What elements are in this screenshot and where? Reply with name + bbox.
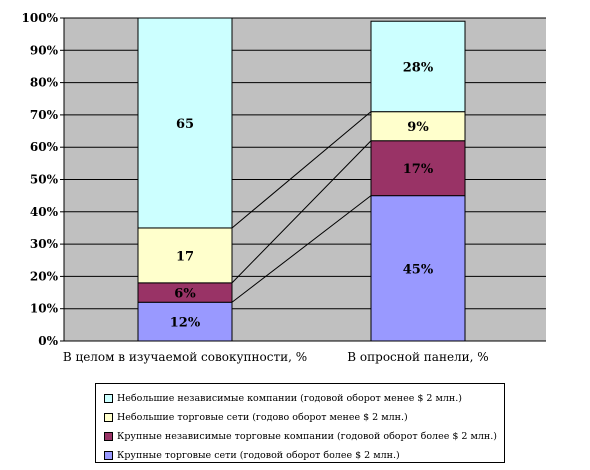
y-tick-label: 40% [30,205,59,219]
bar-segment [137,17,233,229]
x-category-label: В целом в изучаемой совокупности, % [63,350,307,364]
legend-label: Крупные торговые сети (годовой оборот бо… [117,450,400,461]
bar-segment [370,20,466,113]
legend-label: Крупные независимые торговые компании (г… [117,431,497,442]
y-axis-ticks: 0% 10% 20% 30% 40% 50% 60% 70% 80% 90% 100% [22,11,546,348]
series-connectors [231,111,372,303]
legend-swatch [104,413,113,422]
legend-item: Небольшие торговые сети (годово оборот м… [96,408,504,427]
series-connector-line [231,195,372,303]
y-tick-label: 30% [30,237,59,251]
bar-segment [370,195,466,342]
y-tick-label: 10% [30,302,59,316]
y-tick-label: 0% [38,334,58,348]
x-category-label: В опросной панели, % [347,350,488,364]
bars [137,17,466,342]
data-label: 12% [170,316,201,331]
bar-segment [137,227,233,284]
data-label: 65 [176,117,194,132]
data-label: 17 [176,249,194,264]
data-label: 9% [407,120,429,135]
legend-item: Крупные торговые сети (годовой оборот бо… [96,446,504,465]
y-tick-label: 90% [30,43,59,57]
y-tick-label: 50% [30,173,59,187]
data-label: 6% [174,287,196,302]
x-axis-categories: В целом в изучаемой совокупности, % В опр… [63,350,489,364]
data-label: 45% [403,262,434,277]
legend-label: Небольшие независимые компании (годовой … [117,393,462,404]
y-tick-label: 20% [30,269,59,283]
data-label: 28% [403,60,434,75]
y-tick-label: 100% [22,11,59,25]
y-tick-label: 80% [30,76,59,90]
legend-item: Крупные независимые торговые компании (г… [96,427,504,446]
legend-item: Небольшие независимые компании (годовой … [96,389,504,408]
y-tick-label: 70% [30,108,59,122]
series-connector-line [231,111,372,229]
legend: Небольшие независимые компании (годовой … [95,383,505,463]
bar-segment [137,301,233,342]
bar-segment [370,111,466,142]
series-connector-line [231,140,372,284]
legend-swatch [104,394,113,403]
y-tick-label: 60% [30,140,59,154]
legend-swatch [104,451,113,460]
legend-swatch [104,432,113,441]
bar-segment [370,140,466,197]
legend-label: Небольшие торговые сети (годово оборот м… [117,412,408,423]
data-label: 17% [403,162,434,177]
data-labels: 12% 6% 17 65 45% 17% 9% 28% [170,60,434,330]
